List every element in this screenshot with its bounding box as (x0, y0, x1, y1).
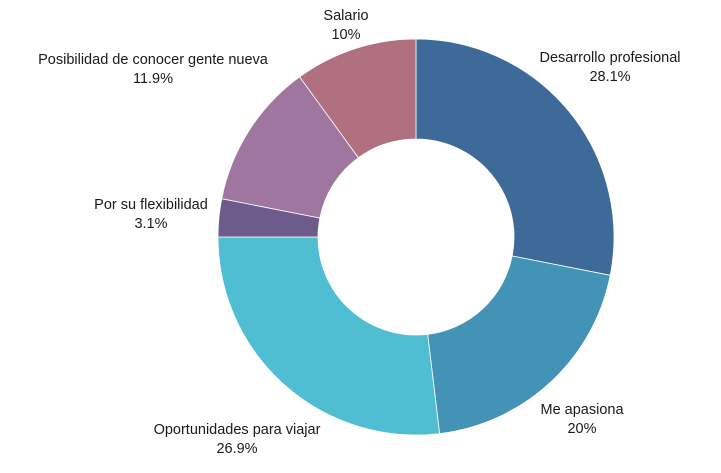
slice-value-3: 3.1% (134, 216, 167, 232)
slice-labels: Desarrollo profesional 28.1% Me apasiona 20… (38, 8, 680, 457)
donut-slices (217, 38, 615, 436)
slice-value-5: 10% (331, 27, 360, 43)
slice-label-4: Posibilidad de conocer gente nueva (38, 52, 269, 68)
slice-value-4: 11.9% (133, 71, 173, 87)
slice-label-2: Oportunidades para viajar (154, 422, 321, 438)
slice-0 (415, 38, 615, 276)
slice-value-1: 20% (567, 421, 596, 437)
slice-1 (427, 255, 611, 435)
slice-value-2: 26.9% (216, 441, 257, 457)
slice-label-3: Por su flexibilidad (94, 197, 208, 213)
slice-label-5: Salario (323, 8, 368, 24)
slice-5 (299, 38, 417, 159)
slice-label-1: Me apasiona (540, 402, 624, 418)
slice-label-0: Desarrollo profesional (539, 50, 680, 66)
slice-2 (217, 236, 441, 436)
slice-value-0: 28.1% (589, 69, 630, 85)
